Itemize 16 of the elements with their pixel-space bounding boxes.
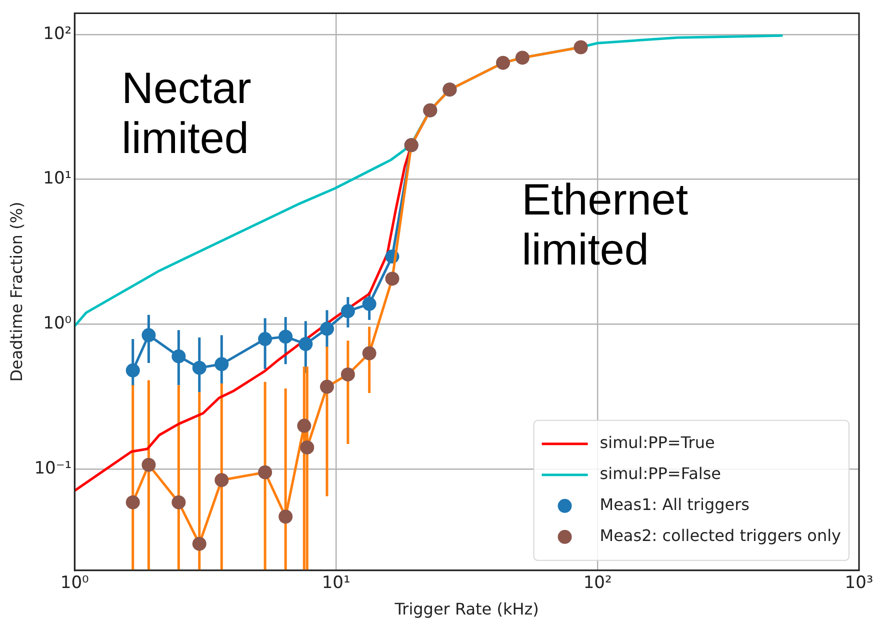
y-tick-label: 10¹ bbox=[43, 168, 72, 189]
x-axis-title: Trigger Rate (kHz) bbox=[394, 600, 539, 619]
legend-label: simul:PP=False bbox=[600, 464, 721, 484]
y-tick-label: 10⁰ bbox=[43, 314, 72, 334]
legend-label: Meas2: collected triggers only bbox=[600, 526, 841, 546]
y-axis-title: Deadtime Fraction (%) bbox=[6, 202, 26, 382]
legend-label: Meas1: All triggers bbox=[600, 495, 750, 514]
x-tick-label: 10³ bbox=[844, 573, 874, 594]
y-tick-label: 10⁻¹ bbox=[34, 458, 72, 479]
x-tick-label: 10² bbox=[583, 573, 612, 594]
x-tick-label: 10¹ bbox=[322, 573, 350, 594]
annotation: Ethernet limited bbox=[522, 176, 688, 274]
legend-label: simul:PP=True bbox=[600, 433, 715, 452]
x-tick-label: 10⁰ bbox=[60, 573, 90, 594]
annotation: Nectar limited bbox=[122, 64, 252, 164]
y-tick-label: 10² bbox=[43, 24, 72, 44]
